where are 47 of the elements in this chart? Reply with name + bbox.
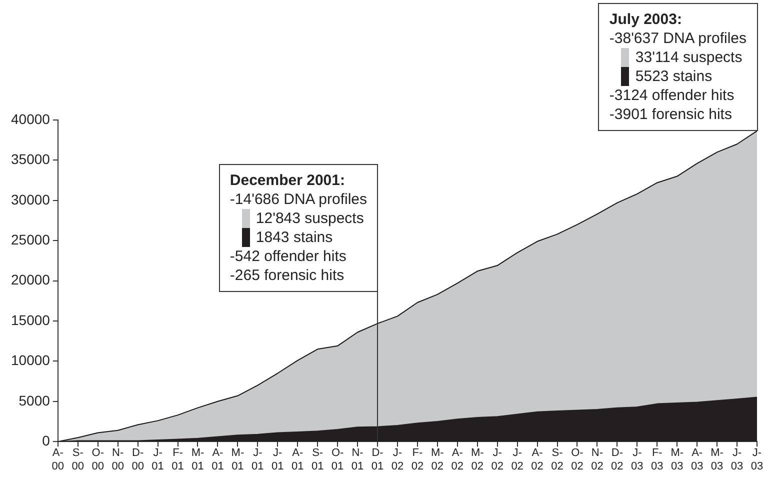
x-tick-label: O- 00 — [92, 447, 104, 472]
x-tick-label: F- 01 — [172, 447, 184, 472]
y-tick-label: 0 — [42, 432, 50, 448]
y-tick-label: 35000 — [10, 151, 50, 168]
x-tick-label: D- 01 — [371, 447, 384, 472]
x-tick-label: A- 01 — [212, 447, 224, 472]
x-tick-label: S- 00 — [72, 447, 84, 472]
annotation: December 2001: -14'686 DNA profiles 12'843 suspects 1843 stains -542 offender hits -265 forensic hits — [230, 170, 368, 285]
x-tick-label: A- 02 — [451, 447, 464, 472]
x-tick-label: O- 01 — [331, 447, 344, 472]
x-tick-label: A- 01 — [291, 447, 304, 472]
y-tick-label: 15000 — [10, 312, 50, 328]
y-tick-label: 5000 — [18, 392, 50, 408]
y-tick-label: 25000 — [10, 231, 50, 248]
x-tick-label: J- 03 — [631, 447, 644, 472]
x-tick-label: M- 01 — [191, 447, 204, 472]
x-tick-label: A- 03 — [690, 447, 704, 472]
x-tick-label: F- 03 — [651, 447, 664, 472]
x-tick-label: M- 01 — [231, 447, 244, 472]
x-tick-label: A- 02 — [531, 447, 544, 472]
x-tick-label: J- 01 — [252, 447, 264, 472]
x-tick-label: M- 02 — [431, 447, 444, 472]
annotation: July 2003: -38'637 DNA profiles 33'114 suspects 5523 stains -3124 offender hits -3901 forensic hits — [609, 10, 746, 124]
x-tick-label: F- 02 — [411, 447, 424, 472]
x-tick-label: J- 01 — [272, 447, 284, 472]
x-tick-label: N- 01 — [351, 447, 364, 472]
y-tick-label: 40000 — [10, 110, 50, 127]
x-tick-label: J- 01 — [152, 447, 164, 472]
y-tick-label: 10000 — [10, 352, 50, 368]
x-tick-label: S- 02 — [551, 447, 564, 472]
x-tick-label: J- 02 — [511, 447, 524, 472]
x-tick-label: A- 00 — [52, 447, 64, 472]
x-tick-label: M- 03 — [670, 447, 684, 472]
x-tick-label: S- 01 — [311, 447, 324, 472]
x-tick-label: D- 00 — [132, 447, 144, 472]
x-tick-label: N- 02 — [591, 447, 604, 472]
x-tick-label: J- 03 — [730, 447, 744, 472]
y-tick-label: 30000 — [10, 191, 50, 208]
x-tick-label: O- 02 — [571, 447, 584, 472]
x-tick-label: J- 03 — [750, 447, 764, 472]
x-tick-label: D- 02 — [611, 447, 624, 472]
x-tick-label: J- 02 — [391, 447, 404, 472]
y-tick-label: 20000 — [10, 272, 50, 288]
x-tick-label: M- 02 — [470, 447, 484, 472]
x-tick-label: M- 03 — [710, 447, 724, 472]
x-tick-label: J- 02 — [491, 447, 504, 472]
x-tick-label: N- 00 — [112, 447, 124, 472]
